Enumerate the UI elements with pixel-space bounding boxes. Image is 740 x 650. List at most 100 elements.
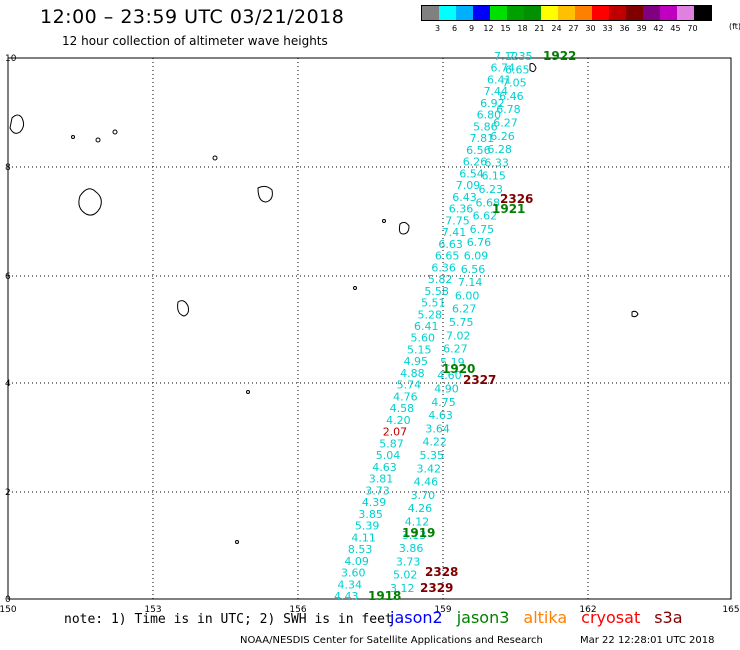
wave-height-value: 4.39 <box>362 496 387 509</box>
wave-height-value: 6.41 <box>487 73 512 86</box>
legend-swatch <box>677 6 694 20</box>
wave-height-value: 4.58 <box>390 402 415 415</box>
wave-height-value: 4.63 <box>428 409 453 422</box>
footnote: note: 1) Time is in UTC; 2) SWH is in fe… <box>64 612 393 627</box>
wave-height-value: 6.56 <box>466 144 491 157</box>
islet <box>235 540 239 544</box>
pass-label: 1918 <box>368 589 401 603</box>
wave-height-value: 7.75 <box>445 214 470 227</box>
wave-height-value: 5.87 <box>379 437 404 450</box>
island <box>529 63 537 73</box>
color-legend: 3 6 9 12 15 18 21 24 27 30 33 36 39 42 45 70 (ft) <box>421 5 740 33</box>
y-tick-label: 0 <box>5 595 11 605</box>
wave-height-value: 4.90 <box>434 383 459 396</box>
wave-height-value: 6.09 <box>464 250 489 263</box>
wave-height-value: 7.81 <box>470 132 495 145</box>
legend-swatch <box>439 6 456 20</box>
legend-swatch <box>490 6 507 20</box>
wave-height-value: 6.00 <box>455 289 480 302</box>
legend-labels: 3 6 9 12 15 18 21 24 27 30 33 36 39 42 45 70 <box>421 24 712 33</box>
legend-label: 33 <box>602 24 613 33</box>
pass-label: 1922 <box>543 49 576 63</box>
grid-lines <box>8 58 731 599</box>
wave-height-value: 6.27 <box>452 303 477 316</box>
legend-swatch <box>660 6 677 20</box>
plot-frame <box>7 57 732 600</box>
islet <box>71 135 75 139</box>
wave-height-value: 5.75 <box>449 316 474 329</box>
wave-height-value: 4.34 <box>337 578 362 591</box>
y-axis-ticks: 0 2 4 6 8 10 <box>5 54 17 605</box>
wave-height-value: 6.74 <box>491 62 516 75</box>
wave-height-value: 4.12 <box>405 516 430 529</box>
islet <box>246 390 250 394</box>
x-tick-label: 150 <box>0 605 17 615</box>
wave-height-value: 7.05 <box>502 77 526 90</box>
wave-height-value: 6.27 <box>443 343 468 356</box>
wave-height-value: 6.28 <box>487 143 512 156</box>
wave-height-value: 3.85 <box>358 508 383 521</box>
wave-height-value: 7.41 <box>442 226 467 239</box>
wave-height-value: 2.07 <box>383 426 408 439</box>
satellite-legend: jason2 jason3 altika cryosat s3a <box>390 608 697 627</box>
wave-height-value: 4.11 <box>351 531 376 544</box>
satellite-jason3: jason3 <box>456 608 510 627</box>
islet <box>112 129 118 135</box>
legend-swatch <box>456 6 473 20</box>
wave-height-value: 4.46 <box>414 476 439 489</box>
satellite-cryosat: cryosat <box>581 608 641 627</box>
island <box>398 221 410 235</box>
islet <box>95 137 101 143</box>
satellite-s3a: s3a <box>654 608 683 627</box>
wave-height-value: 5.51 <box>421 297 446 310</box>
y-tick-label: 6 <box>5 272 11 282</box>
wave-height-value: 6.63 <box>438 238 463 251</box>
wave-height-value: 6.15 <box>481 170 506 183</box>
wave-height-value: 6.26 <box>490 130 515 143</box>
wave-height-value: 6.76 <box>467 236 492 249</box>
wave-height-value: 4.88 <box>400 367 425 380</box>
legend-label: 21 <box>534 24 545 33</box>
wave-height-value: 6.23 <box>479 183 504 196</box>
wave-height-value: 5.04 <box>376 449 401 462</box>
wave-height-value: 4.95 <box>404 355 429 368</box>
wave-height-value: 3.73 <box>365 484 390 497</box>
legend-swatch <box>609 6 626 20</box>
island <box>78 188 102 216</box>
pass-label: 1921 <box>492 202 525 216</box>
wave-height-value: 4.22 <box>422 436 447 449</box>
wave-height-value: 6.56 <box>461 263 486 276</box>
wave-height-value: 6.36 <box>431 261 456 274</box>
legend-label: 42 <box>653 24 664 33</box>
y-tick-label: 8 <box>5 163 11 173</box>
wave-height-value: 5.35 <box>420 449 445 462</box>
wave-height-value: 6.26 <box>463 156 488 169</box>
legend-swatch <box>626 6 643 20</box>
x-tick-label: 165 <box>722 605 739 615</box>
wave-height-value: 3.60 <box>341 567 366 580</box>
wave-height-value: 6.65 <box>505 63 530 76</box>
x-axis-ticks: 150 153 156 159 162 165 <box>0 605 740 615</box>
wave-height-value: 6.46 <box>499 90 524 103</box>
legend-label: 39 <box>636 24 647 33</box>
legend-color-bar <box>421 5 712 21</box>
legend-swatch <box>422 6 439 20</box>
wave-height-value: 6.92 <box>480 97 505 110</box>
x-tick-label: 159 <box>434 605 451 615</box>
wave-height-value: 3.42 <box>417 462 442 475</box>
wave-height-value: 6.54 <box>459 167 484 180</box>
wave-height-value: 5.60 <box>411 332 436 345</box>
island <box>257 185 273 203</box>
wave-height-value: 7.35 <box>508 50 533 63</box>
wave-height-value: 7.02 <box>446 329 471 342</box>
legend-swatch <box>592 6 609 20</box>
wave-height-value: 7.14 <box>458 276 483 289</box>
wave-height-value: 8.53 <box>348 543 373 556</box>
legend-unit: (ft) <box>729 22 740 31</box>
pass-label: 2326 <box>500 192 533 206</box>
wave-height-value: 4.75 <box>431 396 456 409</box>
track-left-values: 7.126.746.417.446.926.805.867.816.566.26… <box>334 50 519 603</box>
legend-label: 15 <box>500 24 511 33</box>
